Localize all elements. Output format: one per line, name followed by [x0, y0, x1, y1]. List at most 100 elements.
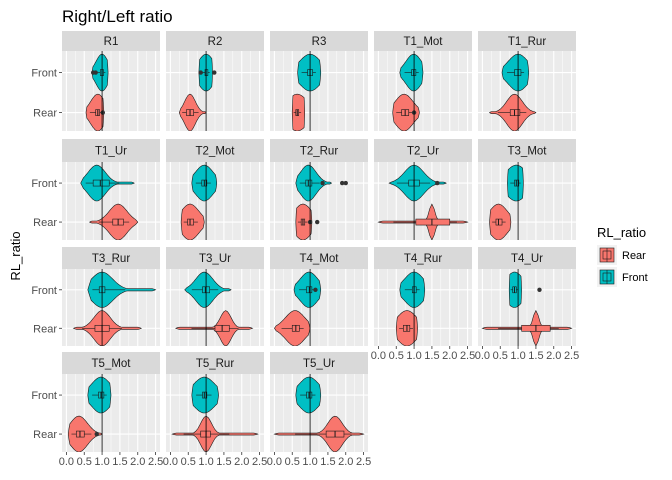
x-tick-label: 2.0: [546, 350, 561, 362]
facet-panels: R1 Front Rear R2 R3 T1_Mot T1_Rur T1_Ur Front Rea…: [31, 31, 579, 468]
facet-strip: [166, 247, 264, 269]
x-tick-label: 2.5: [148, 456, 163, 468]
x-tick-label: 0.0: [163, 456, 178, 468]
x-tick-label: 0.0: [267, 456, 282, 468]
facet-label: T4_Ur: [511, 253, 543, 265]
facet-strip: [374, 247, 472, 269]
facet-label: T5_Rur: [196, 358, 235, 370]
legend-title: RL_ratio: [597, 225, 646, 240]
x-tick-label: 0.0: [475, 350, 490, 362]
legend-label: Front: [622, 272, 648, 284]
box-front: [92, 179, 110, 187]
violin-layer: [80, 164, 139, 240]
facet-panel: T3_Rur Front Rear: [31, 247, 160, 346]
facet-label: T3_Rur: [92, 253, 131, 265]
facet-label: T2_Ur: [407, 146, 439, 158]
y-tick-label: Front: [31, 285, 57, 297]
y-tick-label: Front: [31, 178, 57, 190]
box-rear: [187, 218, 194, 226]
x-tick-label: 2.0: [130, 456, 145, 468]
facet-label: T1_Ur: [95, 146, 127, 158]
facet-strip: [166, 139, 264, 162]
facet-label: T4_Mot: [300, 253, 340, 265]
facet-strip: [270, 31, 368, 51]
violin-layer: [291, 53, 322, 131]
x-tick-label: 1.0: [198, 456, 213, 468]
facet-strip: [270, 139, 368, 162]
outlier-point: [313, 287, 318, 292]
facet-label: T1_Mot: [404, 36, 444, 48]
y-axis-title: RL_ratio: [8, 231, 23, 280]
facet-label: R2: [208, 36, 223, 48]
outlier-point: [537, 287, 542, 292]
violin-layer: [180, 164, 218, 240]
violin-layer: [273, 376, 365, 452]
y-tick-label: Rear: [33, 217, 57, 229]
violin-layer: [481, 271, 573, 346]
x-tick-label: 1.5: [528, 350, 543, 362]
facet-panel: T3_Mot: [478, 139, 576, 240]
legend-entry: Front: [597, 267, 648, 287]
facet-strip: [478, 247, 576, 269]
facet-panel: T1_Rur: [478, 31, 576, 131]
x-tick-label: 1.5: [216, 456, 231, 468]
x-tick-label: 2.5: [460, 350, 475, 362]
facet-label: T3_Ur: [199, 253, 231, 265]
box-rear: [495, 218, 503, 226]
x-tick-label: 2.5: [564, 350, 579, 362]
y-tick-label: Front: [31, 68, 57, 80]
violin-layer: [67, 376, 112, 452]
y-tick-label: Rear: [33, 323, 57, 335]
facet-label: T5_Mot: [92, 358, 132, 370]
facet-panel: T3_Ur: [166, 247, 264, 346]
facet-panel: T4_Mot: [270, 247, 368, 346]
violin-layer: [174, 271, 254, 346]
box-rear: [509, 109, 521, 116]
outlier-point: [435, 180, 440, 186]
facet-panel: T4_Ur 0.0 0.5 1.0 1.5 2.0 2.5: [475, 247, 579, 362]
x-tick-label: 0.0: [59, 456, 74, 468]
facet-label: T3_Mot: [508, 146, 548, 158]
violin-layer: [85, 53, 109, 131]
facet-strip: [374, 31, 472, 51]
facet-strip: [62, 352, 160, 374]
facet-panel: R3: [270, 31, 368, 131]
facet-strip: [478, 31, 576, 51]
x-tick-label: 0.5: [77, 456, 92, 468]
facet-strip: [166, 352, 264, 374]
box-rear: [200, 430, 211, 438]
x-tick-label: 1.0: [94, 456, 109, 468]
violin-layer: [395, 271, 426, 346]
facet-panel: R1 Front Rear: [31, 31, 160, 131]
facet-panel: T2_Mot: [166, 139, 264, 240]
x-tick-label: 0.0: [371, 350, 386, 362]
facet-strip: [478, 139, 576, 162]
box-front: [305, 179, 313, 187]
facet-panel: T4_Rur 0.0 0.5 1.0 1.5 2.0 2.5: [371, 247, 475, 362]
x-tick-label: 2.0: [338, 456, 353, 468]
x-tick-label: 0.5: [181, 456, 196, 468]
outlier-point: [343, 180, 348, 186]
facet-panel: T5_Mot Front Rear 0.0 0.5 1.0 1.5 2.0 2.5: [31, 352, 163, 468]
x-tick-label: 2.0: [234, 456, 249, 468]
facet-label: T1_Rur: [508, 36, 547, 48]
x-tick-label: 2.5: [252, 456, 267, 468]
facet-label: T2_Mot: [196, 146, 236, 158]
chart-title: Right/Left ratio: [62, 7, 173, 26]
outlier-point: [320, 180, 325, 186]
facet-panel: T2_Ur: [374, 139, 472, 240]
facet-strip: [374, 139, 472, 162]
facet-panel: T5_Rur 0.0 0.5 1.0 1.5 2.0 2.5: [163, 352, 267, 468]
facet-strip: [270, 352, 368, 374]
violin-layer: [488, 53, 537, 131]
outlier-point: [339, 180, 345, 186]
x-tick-label: 2.5: [356, 456, 371, 468]
facet-strip: [62, 139, 160, 162]
y-tick-label: Rear: [33, 429, 57, 441]
facet-label: R3: [312, 36, 327, 48]
y-tick-label: Rear: [33, 108, 57, 120]
x-tick-label: 0.5: [285, 456, 300, 468]
outlier-point: [315, 219, 320, 225]
facet-label: T4_Rur: [404, 253, 443, 265]
